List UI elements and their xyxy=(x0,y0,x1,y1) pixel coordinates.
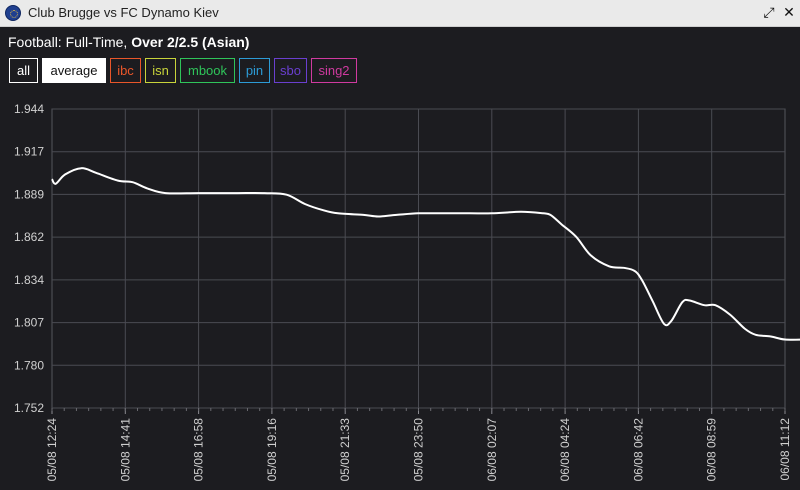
market-prefix: Football: Full-Time, xyxy=(8,34,132,50)
y-tick-label: 1.944 xyxy=(14,102,44,116)
x-tick-label: 06/08 06:42 xyxy=(631,418,645,482)
y-tick-label: 1.889 xyxy=(14,187,44,201)
x-tick-label: 05/08 23:50 xyxy=(412,418,426,482)
market-name: Over 2/2.5 (Asian) xyxy=(131,34,250,50)
x-tick-label: 05/08 12:24 xyxy=(45,418,59,482)
expand-icon[interactable]: ⤢ xyxy=(763,4,775,20)
filter-sing2[interactable]: sing2 xyxy=(311,58,357,83)
x-tick-label: 06/08 11:12 xyxy=(778,418,792,481)
y-tick-label: 1.917 xyxy=(14,145,44,159)
market-subtitle: Football: Full-Time, Over 2/2.5 (Asian) xyxy=(8,34,249,50)
x-tick-label: 06/08 02:07 xyxy=(485,418,499,482)
y-tick-label: 1.862 xyxy=(14,230,44,244)
y-tick-label: 1.752 xyxy=(14,401,44,415)
x-tick-label: 06/08 04:24 xyxy=(558,418,572,482)
filter-sbo[interactable]: sbo xyxy=(274,58,307,83)
title-bar: Club Brugge vs FC Dynamo Kiev ⤢ ✕ xyxy=(0,0,800,27)
filter-all[interactable]: all xyxy=(9,58,38,83)
filter-ibc[interactable]: ibc xyxy=(110,58,141,83)
close-icon[interactable]: ✕ xyxy=(783,4,795,20)
filter-average[interactable]: average xyxy=(42,58,106,83)
x-tick-label: 05/08 19:16 xyxy=(265,418,279,482)
x-tick-label: 05/08 21:33 xyxy=(338,418,352,482)
y-tick-label: 1.834 xyxy=(14,273,44,287)
club-logo-icon xyxy=(5,5,21,21)
filter-mbook[interactable]: mbook xyxy=(180,58,235,83)
window-title: Club Brugge vs FC Dynamo Kiev xyxy=(28,5,219,20)
y-tick-label: 1.807 xyxy=(14,316,44,330)
x-tick-label: 05/08 14:41 xyxy=(118,418,132,482)
y-tick-label: 1.780 xyxy=(14,358,44,372)
filter-isn[interactable]: isn xyxy=(145,58,176,83)
x-tick-label: 06/08 08:59 xyxy=(705,418,719,482)
series-line-average xyxy=(51,167,800,341)
filter-pin[interactable]: pin xyxy=(239,58,270,83)
x-tick-label: 05/08 16:58 xyxy=(192,418,206,482)
